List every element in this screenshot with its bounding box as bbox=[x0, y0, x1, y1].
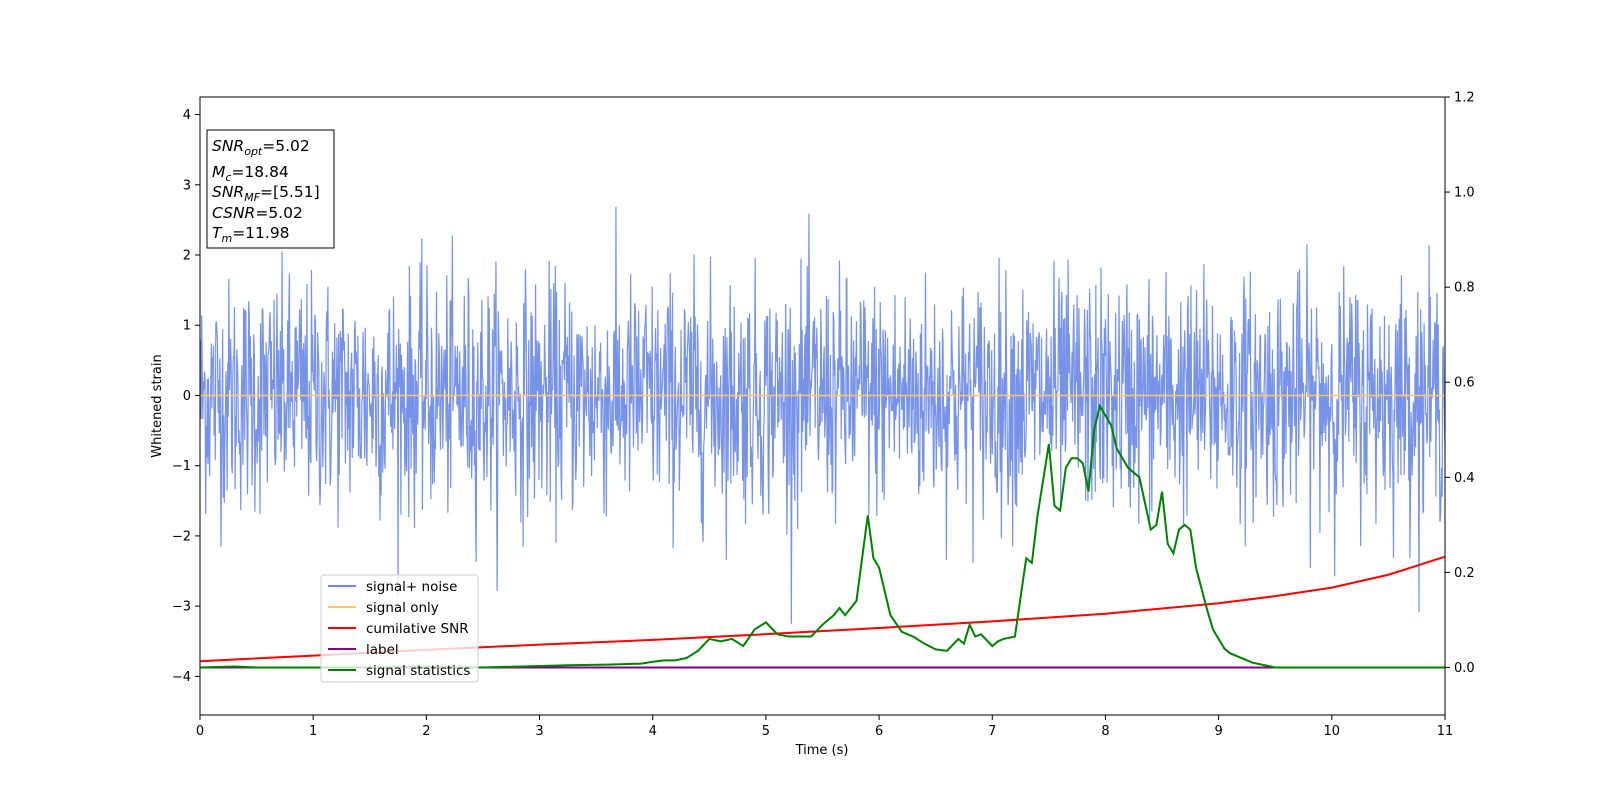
y-left-tick-label: −4 bbox=[172, 670, 191, 685]
x-tick-label: 11 bbox=[1437, 724, 1454, 739]
axes: 0 1 2 3 4 5 6 7 8 9 10 11 −4 −3 −2 −1 0 1 2 3 4 0.0 0.2 0.4 0.6 0… bbox=[172, 91, 1475, 740]
series-signal-statistics-line bbox=[199, 403, 1445, 669]
annotation-line: Tm=11.98 bbox=[212, 224, 290, 245]
annotation-line: SNRMF=[5.51] bbox=[212, 183, 320, 204]
x-tick-label: 3 bbox=[535, 724, 543, 739]
y-right-tick-label: 0.6 bbox=[1454, 376, 1475, 391]
y-axis-label: Whitened strain bbox=[150, 354, 165, 457]
annotation-line: Mc=18.84 bbox=[212, 163, 289, 184]
x-tick-label: 5 bbox=[762, 724, 770, 739]
x-tick-label: 1 bbox=[309, 724, 317, 739]
y-left-tick-label: −3 bbox=[172, 600, 191, 615]
legend-frame bbox=[320, 574, 479, 683]
y-left-tick-label: 0 bbox=[183, 389, 191, 404]
legend-label: signal only bbox=[366, 600, 439, 616]
y-left-tick-label: 3 bbox=[183, 178, 191, 193]
signal-plus-noise-line bbox=[199, 206, 1446, 624]
legend-label: label bbox=[366, 642, 399, 658]
annotation-box: SNRopt=5.02 Mc=18.84SNRMF=[5.51]CSNR=5.02… bbox=[206, 129, 335, 249]
x-tick-label: 8 bbox=[1101, 724, 1109, 739]
x-tick-label: 9 bbox=[1214, 724, 1222, 739]
annotation-line: CSNR=5.02 bbox=[212, 204, 303, 222]
annotation-line: SNRopt=5.02 bbox=[212, 137, 310, 158]
x-tick-label: 7 bbox=[988, 724, 996, 739]
y-right-tick-label: 0.4 bbox=[1454, 471, 1475, 486]
y-right-tick-label: 0.8 bbox=[1454, 281, 1475, 296]
x-axis-label: Time (s) bbox=[795, 743, 849, 758]
y-right-tick-label: 1.2 bbox=[1454, 91, 1475, 106]
x-tick-label: 4 bbox=[649, 724, 657, 739]
x-tick-label: 0 bbox=[196, 724, 204, 739]
y-left-tick-label: −2 bbox=[172, 529, 191, 544]
y-left-tick-label: −1 bbox=[172, 459, 191, 474]
x-tick-label: 10 bbox=[1324, 724, 1341, 739]
y-right-tick-label: 0.0 bbox=[1454, 661, 1475, 676]
annotation-frame bbox=[206, 129, 335, 249]
y-right-tick-label: 0.2 bbox=[1454, 566, 1475, 581]
legend-label: signal+ noise bbox=[366, 579, 457, 595]
x-tick-label: 2 bbox=[422, 724, 430, 739]
y-left-tick-label: 4 bbox=[183, 108, 191, 123]
series-signal-plus-noise bbox=[199, 206, 1446, 624]
y-left-tick-label: 2 bbox=[183, 249, 191, 264]
legend: signal+ noise signal only cumilative SNR la… bbox=[320, 574, 479, 683]
y-right-tick-label: 1.0 bbox=[1454, 186, 1475, 201]
y-left-tick-label: 1 bbox=[183, 319, 191, 334]
legend-label: cumilative SNR bbox=[366, 621, 469, 637]
plot-frame bbox=[199, 96, 1446, 716]
legend-label: signal statistics bbox=[366, 663, 470, 679]
x-tick-label: 6 bbox=[875, 724, 883, 739]
